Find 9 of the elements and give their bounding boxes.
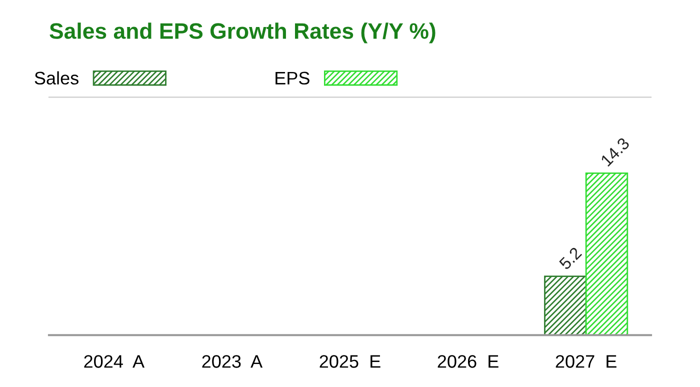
legend-label: Sales — [34, 71, 78, 85]
x-tick-label: 2025 E — [320, 355, 380, 368]
x-tick-label: 2026 E — [438, 355, 498, 368]
x-tick-label: 2024 A — [84, 355, 145, 368]
x-tick-label: 2027 E — [556, 355, 616, 368]
legend-label: EPS — [276, 72, 310, 85]
x-tick-label: 2023 A — [202, 355, 263, 368]
data-label: 5.2 — [558, 246, 582, 270]
chart-title: Sales and EPS Growth Rates (Y/Y %) — [50, 22, 436, 44]
